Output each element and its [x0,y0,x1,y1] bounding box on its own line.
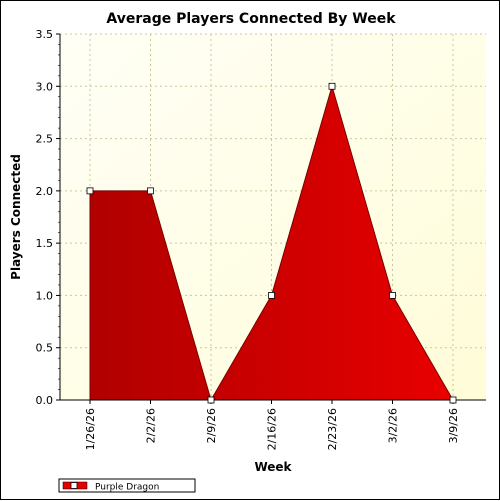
data-point [268,292,275,299]
y-tick-label: 3.5 [36,28,54,41]
x-tick-label: 2/9/26 [205,408,218,443]
legend-marker [70,482,78,489]
y-tick-label: 0.0 [36,394,54,407]
y-tick-label: 1.0 [36,289,54,302]
y-tick-label: 2.0 [36,185,54,198]
legend-label: Purple Dragon [95,483,159,493]
data-point [389,292,396,299]
legend-box [58,478,196,493]
data-points [86,82,457,404]
y-tick-labels: 0.0 0.5 1.0 1.5 2.0 2.5 3.0 3.5 [36,28,54,407]
x-tick-label: 2/2/26 [145,408,158,443]
y-tick-label: 0.5 [36,342,54,355]
x-tick-label: 2/23/26 [326,408,339,450]
x-tick-label: 3/9/26 [447,408,460,443]
chart-title: Average Players Connected By Week [106,11,396,27]
x-tick-label: 1/26/26 [84,408,97,450]
y-tick-label: 2.5 [36,133,54,146]
x-tick-label: 3/2/26 [387,408,400,443]
legend: Purple Dragon [58,478,196,493]
x-tick-labels: 1/26/26 2/2/26 2/9/26 2/16/26 2/23/26 3/2/26 3… [84,408,460,450]
data-point [328,82,336,90]
data-point [207,396,215,404]
x-axis-title: Week [254,460,292,474]
y-tick-label: 3.0 [36,80,54,93]
axes [56,33,486,404]
data-point [449,396,457,404]
x-tick-label: 2/16/26 [266,408,279,450]
y-axis-title: Players Connected [9,154,23,280]
data-point [86,187,94,195]
data-point [147,187,154,195]
y-tick-label: 1.5 [36,237,54,250]
